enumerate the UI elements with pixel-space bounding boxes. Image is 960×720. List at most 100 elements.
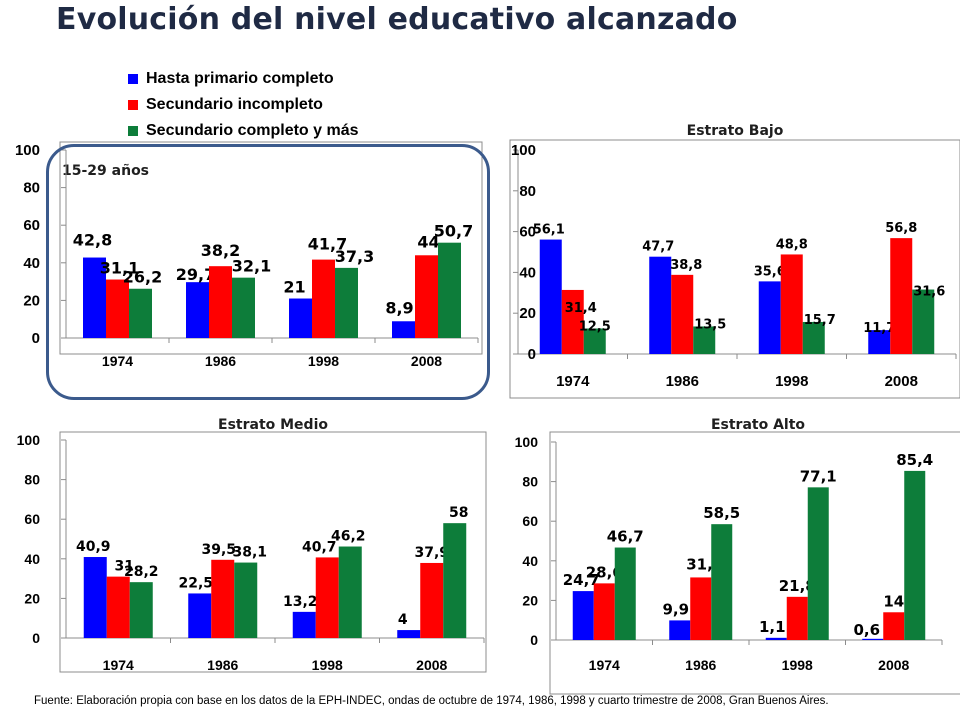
data-label: 22,5 [178,575,213,591]
data-label: 13,5 [694,317,726,332]
bar-primario [539,239,562,354]
data-label: 31,1 [100,259,139,278]
data-label: 26,2 [123,268,162,287]
legend-label: Secundario incompleto [146,96,323,113]
data-label: 56,1 [533,223,565,238]
data-label: 37,3 [335,247,374,266]
x-category-label: 1998 [775,373,808,390]
bar-sec-completo [693,326,716,354]
chart-inset-label: 15-29 años [62,163,149,179]
y-tick-label: 100 [515,434,539,450]
bar-sec-incompleto [209,266,232,338]
bar-sec-incompleto [786,596,808,640]
bar-sec-incompleto [561,289,584,354]
data-label: 38,1 [232,545,267,561]
data-label: 48,8 [776,237,808,252]
y-tick-label: 60 [519,224,536,241]
bar-primario [868,330,891,354]
bar-primario [186,282,209,338]
x-category-label: 2008 [416,657,447,673]
bar-sec-completo [438,242,461,338]
data-label: 24,7 [563,571,600,589]
data-label: 9,9 [662,600,689,618]
bar-sec-completo [802,321,825,354]
legend-label: Secundario completo y más [146,122,359,139]
bar-sec-completo [711,524,733,640]
chart-frame [59,141,483,355]
chart-title: Estrato Alto [711,417,805,433]
bar-sec-incompleto [690,577,712,640]
y-tick-label: 60 [522,513,538,529]
bar-primario [669,620,691,640]
x-category-label: 2008 [885,373,918,390]
y-tick-label: 20 [23,292,40,309]
data-label: 28,2 [124,564,159,580]
data-label: 35,6 [754,264,786,279]
legend-label: Hasta primario completo [146,70,334,87]
bar-sec-incompleto [106,279,129,338]
chart-legend: Hasta primario completo Secundario incom… [128,66,359,144]
legend-swatch-sec-completo [128,126,138,136]
data-label: 28,6 [586,563,623,581]
legend-item-sec-incompleto: Secundario incompleto [128,92,359,118]
y-tick-label: 0 [528,346,536,363]
data-label: 40,9 [76,539,111,555]
bar-sec-incompleto [780,254,803,354]
y-tick-label: 60 [23,217,40,234]
bar-primario [572,591,594,640]
bar-primario [397,630,421,638]
data-label: 38,2 [201,241,240,260]
bar-sec-incompleto [315,557,339,638]
data-label: 46,2 [331,529,366,545]
y-tick-label: 80 [522,474,538,490]
x-category-label: 1974 [589,657,620,673]
y-tick-label: 100 [15,142,40,159]
data-label: 58 [449,505,468,521]
source-note: Fuente: Elaboración propia con base en l… [34,695,829,707]
y-tick-label: 40 [519,264,536,281]
y-tick-label: 20 [519,305,536,322]
data-label: 15,7 [804,313,836,328]
bar-primario [758,281,781,354]
y-tick-label: 80 [23,180,40,197]
y-tick-label: 0 [32,330,40,347]
data-label: 11,7 [863,321,895,336]
y-tick-label: 80 [519,183,536,200]
bar-sec-incompleto [593,583,615,640]
data-label: 1,1 [759,618,786,636]
data-label: 38,8 [670,258,702,273]
bar-sec-completo [129,582,153,638]
data-label: 31,6 [913,285,945,300]
bar-sec-incompleto [106,576,130,638]
bar-primario [649,256,672,354]
x-category-label: 1974 [103,657,134,673]
data-label: 42,8 [73,231,112,250]
data-label: 44 [417,232,439,251]
data-label: 56,8 [885,221,917,236]
chart-title: Estrato Medio [218,417,328,433]
legend-item-sec-completo: Secundario completo y más [128,118,359,144]
data-label: 14 [883,592,904,610]
bar-sec-incompleto [671,274,694,354]
data-label: 46,7 [607,528,644,546]
bar-primario [862,638,884,640]
y-tick-label: 100 [17,432,41,448]
y-tick-label: 40 [23,255,40,272]
bar-sec-completo [129,288,152,338]
y-tick-label: 20 [522,592,538,608]
chart-title: Estrato Bajo [687,123,784,139]
bar-sec-completo [234,562,258,638]
bar-primario [765,637,787,640]
data-label: 12,5 [579,320,611,335]
data-label: 13,2 [283,594,318,610]
data-label: 8,9 [385,298,413,317]
data-label: 4 [398,612,408,628]
bar-sec-completo [904,470,926,640]
y-tick-label: 0 [32,630,40,646]
data-label: 47,7 [642,240,674,255]
data-label: 77,1 [800,467,837,485]
data-label: 85,4 [896,451,933,469]
data-label: 31,4 [565,301,597,316]
bar-sec-completo [443,523,467,638]
chart-estrato-bajo: Estrato Bajo 0 20 40 60 80 100 1974 56,1 31,4 12,5… [509,123,960,399]
